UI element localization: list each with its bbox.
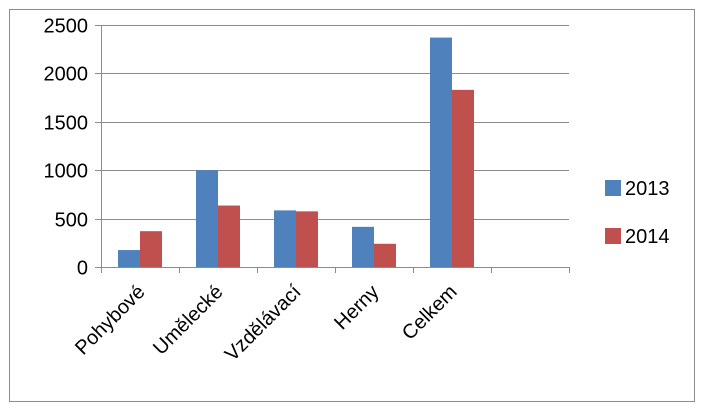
legend: 2013 2014 xyxy=(605,178,670,248)
legend-label-2013: 2013 xyxy=(625,178,670,200)
chart-border xyxy=(9,9,695,402)
gridlines xyxy=(101,25,569,220)
axes xyxy=(101,25,570,273)
legend-label-2014: 2014 xyxy=(625,226,670,248)
bar-2014-2 xyxy=(296,211,318,267)
y-axis-ticks: 0 500 1000 1500 2000 2500 xyxy=(44,16,101,280)
bar-2013-4 xyxy=(430,37,452,267)
bar-2013-2 xyxy=(274,210,296,267)
y-tick-label: 1500 xyxy=(44,113,89,135)
bars xyxy=(118,37,474,267)
bar-2014-4 xyxy=(452,89,474,267)
y-tick-label: 0 xyxy=(77,258,88,280)
bar-2013-1 xyxy=(196,170,218,267)
bar-2013-3 xyxy=(352,226,374,267)
legend-swatch-2013 xyxy=(605,180,621,196)
y-tick-label: 1000 xyxy=(44,161,89,183)
bar-2014-1 xyxy=(218,205,240,267)
bar-2013-0 xyxy=(118,250,140,267)
bar-2014-3 xyxy=(374,243,396,267)
legend-swatch-2014 xyxy=(605,228,621,244)
bar-2014-0 xyxy=(140,231,162,267)
y-tick-label: 2500 xyxy=(44,16,89,38)
y-tick-label: 500 xyxy=(55,210,88,232)
y-tick-label: 2000 xyxy=(44,64,89,86)
